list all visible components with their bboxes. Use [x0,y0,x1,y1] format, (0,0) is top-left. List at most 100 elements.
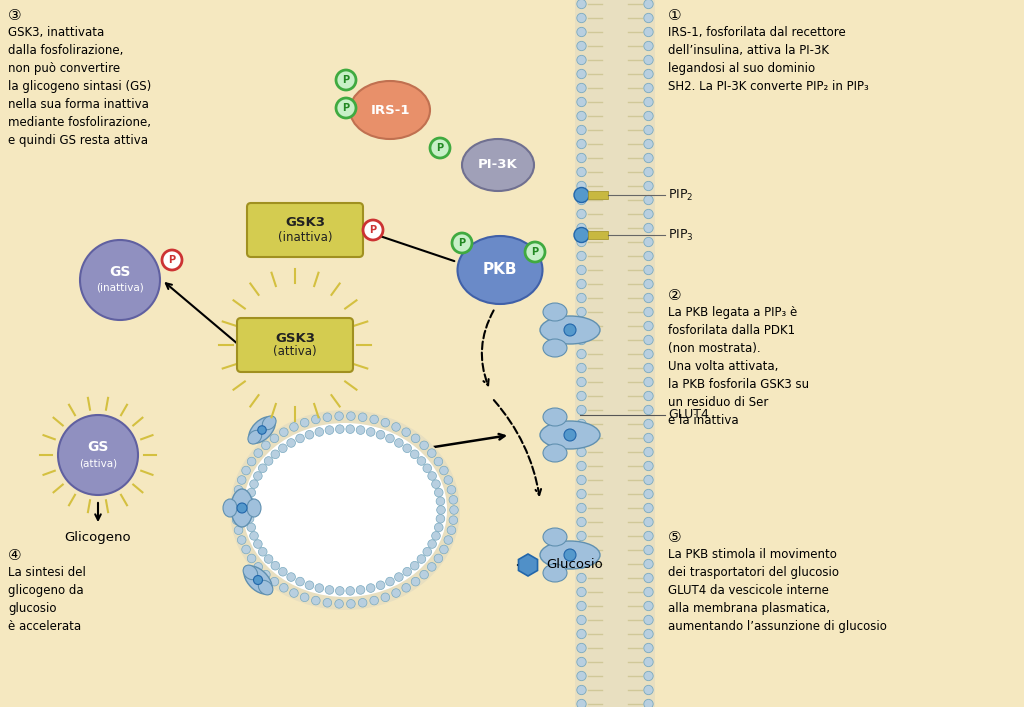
Circle shape [402,568,412,576]
Circle shape [644,265,653,275]
Circle shape [577,448,586,457]
Text: (attiva): (attiva) [79,458,117,468]
Circle shape [577,125,586,134]
Circle shape [336,425,344,433]
Circle shape [287,573,296,581]
Circle shape [234,486,243,494]
Circle shape [258,464,267,472]
Circle shape [577,685,586,695]
Circle shape [250,532,258,540]
Text: IRS-1, fosforilata dal recettore
dell’insulina, attiva la PI-3K
legandosi al suo: IRS-1, fosforilata dal recettore dell’in… [668,26,868,93]
Text: P: P [168,255,175,265]
Circle shape [564,324,575,336]
Circle shape [450,516,458,525]
Circle shape [644,378,653,387]
Circle shape [423,464,431,472]
Circle shape [430,138,450,158]
Text: PIP$_3$: PIP$_3$ [668,228,693,243]
Circle shape [644,672,653,681]
Circle shape [162,250,182,270]
Circle shape [644,405,653,415]
Ellipse shape [540,421,600,449]
Circle shape [525,242,545,262]
Text: GSK3: GSK3 [275,332,315,344]
Circle shape [423,547,431,556]
Circle shape [577,433,586,443]
Circle shape [574,228,589,243]
Circle shape [279,444,287,452]
Circle shape [644,321,653,331]
Circle shape [577,363,586,373]
Circle shape [232,516,241,525]
Circle shape [644,462,653,471]
Circle shape [644,168,653,177]
Circle shape [644,419,653,428]
Circle shape [644,139,653,148]
Ellipse shape [249,417,275,443]
Circle shape [258,426,266,434]
Ellipse shape [543,564,567,582]
Ellipse shape [543,444,567,462]
Bar [588,231,607,239]
Circle shape [577,475,586,485]
Circle shape [254,539,262,549]
Circle shape [644,532,653,541]
Text: ②: ② [668,288,682,303]
Circle shape [644,195,653,205]
Circle shape [290,589,298,597]
Circle shape [577,181,586,191]
Circle shape [644,503,653,513]
Circle shape [261,441,270,450]
Circle shape [644,98,653,107]
Circle shape [577,658,586,667]
Circle shape [644,55,653,64]
Circle shape [644,685,653,695]
Circle shape [271,561,280,570]
Circle shape [644,13,653,23]
Circle shape [346,411,355,421]
Circle shape [254,449,262,457]
Circle shape [577,251,586,261]
Circle shape [577,28,586,37]
Circle shape [577,545,586,555]
Circle shape [258,547,267,556]
Circle shape [264,555,272,563]
Circle shape [356,585,365,595]
Circle shape [577,209,586,218]
Circle shape [644,69,653,78]
Circle shape [644,251,653,261]
Circle shape [577,13,586,23]
Circle shape [367,584,375,592]
Circle shape [644,279,653,288]
Circle shape [644,658,653,667]
Circle shape [577,0,586,8]
Circle shape [434,523,443,532]
Circle shape [346,600,355,608]
Circle shape [231,506,241,514]
Circle shape [644,125,653,134]
Ellipse shape [223,499,237,517]
Circle shape [376,431,385,439]
Circle shape [381,419,390,427]
Text: P: P [531,247,539,257]
Circle shape [335,600,343,608]
Circle shape [392,423,400,431]
Circle shape [311,596,321,605]
Circle shape [577,573,586,583]
Text: PKB: PKB [482,262,517,278]
Circle shape [326,426,334,434]
Circle shape [577,643,586,653]
Bar [588,191,607,199]
Bar [575,0,655,707]
Circle shape [311,415,321,423]
Circle shape [80,240,160,320]
Circle shape [326,585,334,595]
Circle shape [577,588,586,597]
Circle shape [577,238,586,247]
Circle shape [577,111,586,121]
Circle shape [444,476,453,484]
Text: La PKB stimola il movimento
dei trasportatori del glucosio
GLUT4 da vescicole in: La PKB stimola il movimento dei trasport… [668,548,887,633]
Text: GS: GS [87,440,109,454]
Circle shape [644,448,653,457]
Text: ④: ④ [8,548,22,563]
